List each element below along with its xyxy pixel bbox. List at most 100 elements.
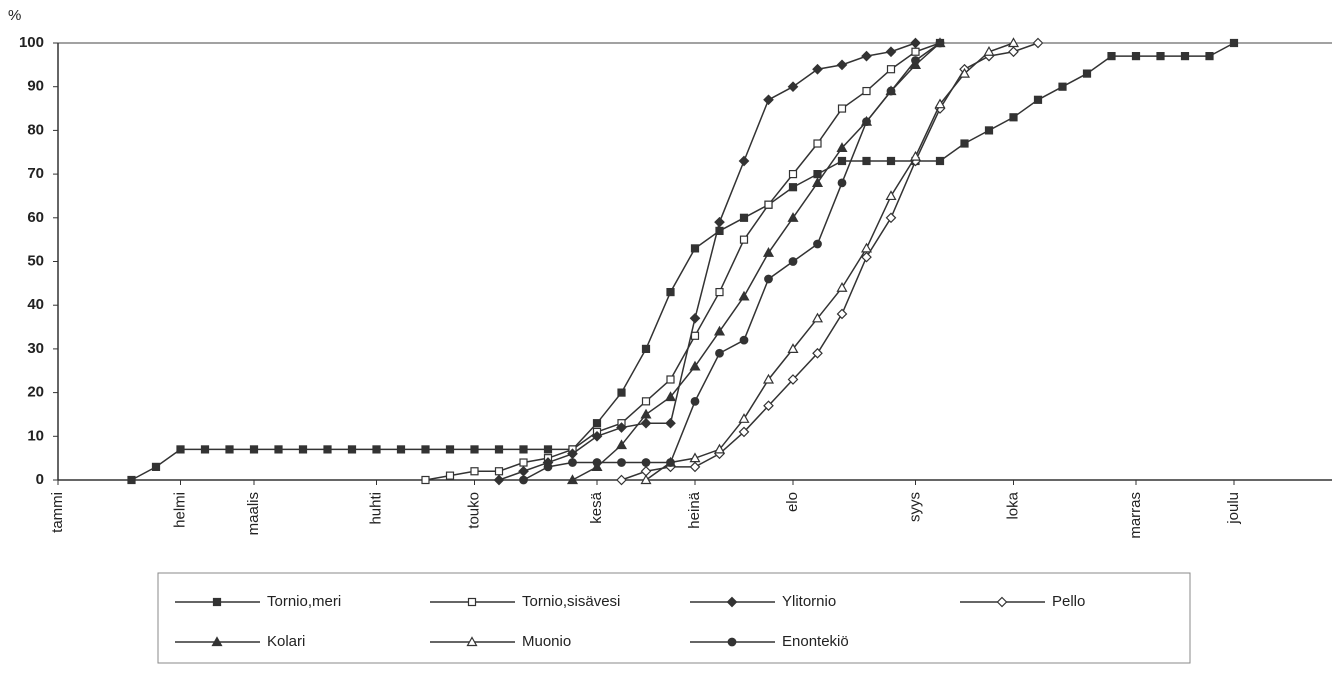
y-tick-label: 100 [19,34,44,51]
x-tick-label: loka [1004,491,1021,519]
marker [788,257,798,266]
marker [812,347,823,359]
marker [787,343,799,353]
marker [211,636,223,647]
x-tick-label: huhti [367,492,384,525]
marker [592,419,602,428]
legend-label: Kolari [267,633,305,650]
y-tick-label: 30 [27,340,44,357]
marker [983,46,995,56]
y-tick-label: 90 [27,78,44,95]
x-tick-label: tammi [49,492,66,533]
y-tick-label: 40 [27,296,44,313]
marker [494,445,504,454]
marker [836,281,848,292]
marker [862,86,871,96]
marker [127,475,136,485]
marker [738,413,750,423]
y-tick-label: 80 [27,121,44,138]
marker [837,104,847,113]
marker [739,335,749,345]
x-tick-label: maalis [245,492,262,535]
legend-label: Ylitornio [782,593,836,610]
legend-label: Tornio,sisävesi [522,593,620,610]
marker [689,452,701,463]
marker [763,400,774,412]
marker [837,156,847,166]
marker [739,213,749,222]
marker [861,50,872,62]
marker [787,212,799,222]
series-line [645,42,1014,481]
marker [470,467,479,476]
y-tick-label: 0 [36,471,44,488]
x-tick-label: marras [1127,492,1144,539]
marker [494,467,504,476]
marker [641,458,651,467]
marker [885,190,897,201]
marker [813,239,822,249]
marker [518,465,529,477]
marker [714,216,725,228]
y-tick-label: 10 [27,427,44,444]
marker [762,247,775,257]
marker [935,38,945,48]
marker [713,443,726,454]
marker [689,312,701,324]
series-line [572,42,941,481]
marker [996,596,1008,608]
x-tick-label: touko [465,492,482,529]
marker [689,360,701,371]
marker [323,445,332,454]
marker [666,375,675,384]
legend-label: Muonio [522,633,571,650]
marker [176,445,185,454]
marker [960,139,969,148]
marker [616,422,627,433]
marker [466,636,478,647]
marker [886,156,896,166]
marker [726,596,738,608]
x-tick-label: heinä [686,491,703,528]
marker [836,59,848,71]
marker [739,235,749,244]
marker [861,251,872,263]
series-line [425,42,941,481]
marker [738,426,750,438]
marker [249,445,259,454]
marker [911,56,920,65]
legend-label: Enontekiö [782,633,849,650]
marker [1058,82,1067,91]
marker [935,156,945,166]
marker [470,445,479,454]
marker [617,458,626,467]
marker [738,155,750,167]
marker [445,445,455,454]
marker [1033,95,1043,104]
marker [666,458,675,467]
legend-box [157,572,1191,664]
marker [911,47,920,56]
marker [1180,52,1190,61]
marker [591,430,603,442]
marker [615,439,628,450]
x-tick-label: syys [906,492,923,522]
marker [837,178,847,188]
marker [738,290,750,301]
marker [641,344,651,353]
marker [616,474,627,486]
x-tick-label: joulu [1225,492,1242,525]
marker [445,471,455,480]
marker [690,331,700,340]
marker [347,445,357,454]
legend-label: Pello [1052,593,1085,610]
marker [885,46,897,58]
marker [568,458,577,467]
marker [543,462,553,472]
marker [788,183,798,192]
marker [151,462,161,471]
marker [813,170,822,179]
marker [715,348,724,358]
marker [372,445,381,454]
